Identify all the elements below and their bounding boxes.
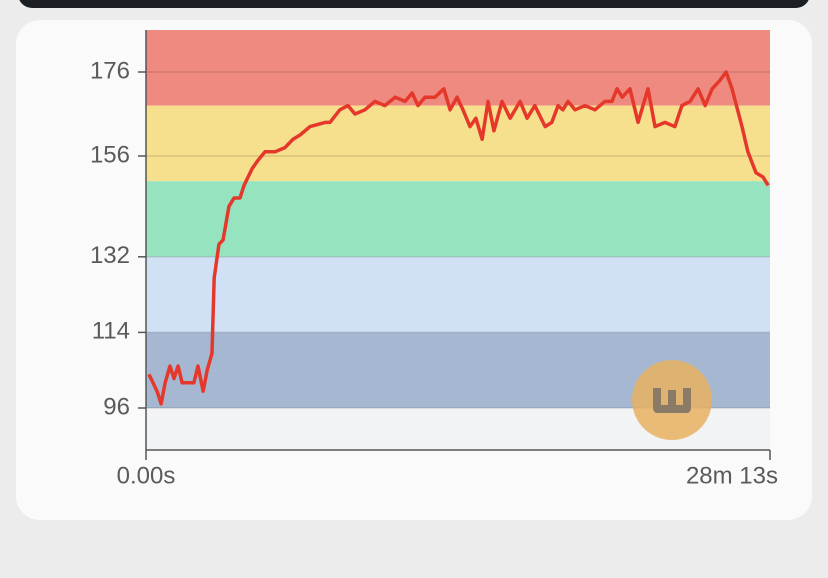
image-bottom <box>19 0 809 8</box>
y-tick-label: 114 <box>92 318 130 345</box>
x-tick-label: 28m 13s <box>686 462 778 489</box>
watermark <box>632 360 712 440</box>
y-tick-label: 156 <box>90 141 130 168</box>
y-tick-label: 96 <box>103 393 130 420</box>
y-tick-label: 176 <box>90 57 130 84</box>
x-tick-label: 0.00s <box>117 462 176 489</box>
y-tick-label: 132 <box>90 242 130 269</box>
zone <box>146 256 770 333</box>
line <box>147 70 770 406</box>
zone <box>146 30 770 106</box>
zone <box>146 105 770 182</box>
zone <box>146 181 770 257</box>
